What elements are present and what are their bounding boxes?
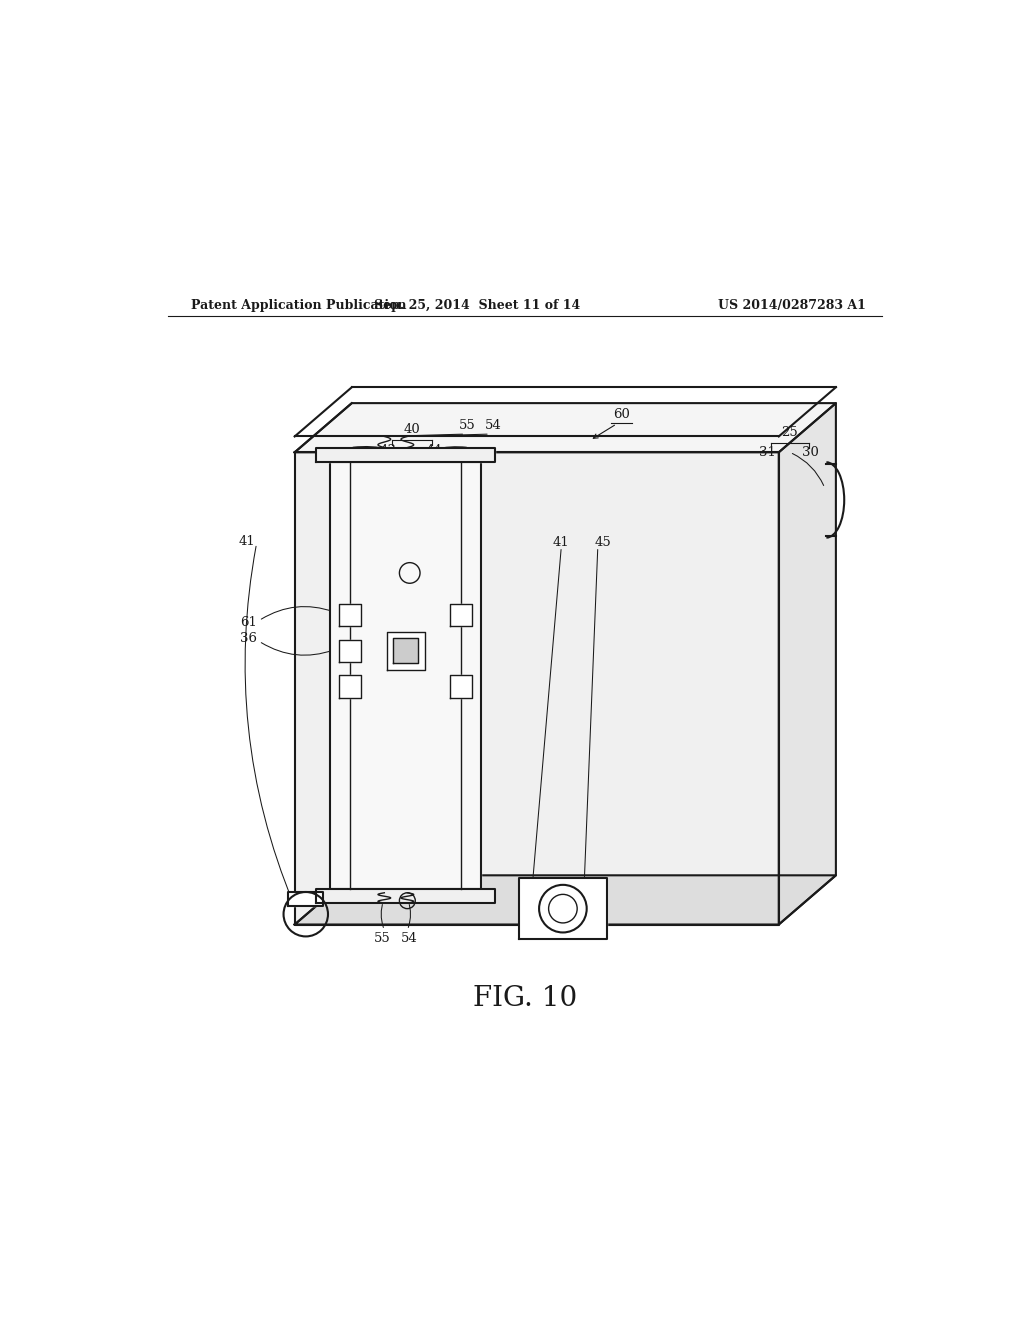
Polygon shape: [778, 403, 836, 924]
Text: 54: 54: [401, 932, 418, 945]
Text: 55: 55: [460, 420, 476, 433]
Text: 36: 36: [241, 632, 257, 645]
Text: US 2014/0287283 A1: US 2014/0287283 A1: [718, 300, 866, 312]
Text: 45: 45: [595, 536, 611, 549]
Text: 43: 43: [380, 444, 396, 457]
Text: 41: 41: [239, 535, 255, 548]
Polygon shape: [339, 676, 361, 697]
Polygon shape: [387, 632, 425, 669]
Text: 44: 44: [425, 444, 442, 457]
Text: 40: 40: [403, 424, 421, 437]
Polygon shape: [451, 676, 472, 697]
Polygon shape: [339, 640, 361, 661]
Text: FIG. 10: FIG. 10: [473, 985, 577, 1012]
Text: 42: 42: [461, 533, 477, 546]
Text: 60: 60: [613, 408, 630, 421]
Polygon shape: [295, 403, 836, 453]
Text: 30: 30: [802, 446, 819, 459]
Text: 61: 61: [241, 616, 257, 630]
Text: Patent Application Publication: Patent Application Publication: [191, 300, 407, 312]
Polygon shape: [393, 638, 419, 664]
Text: 41: 41: [553, 536, 569, 549]
Text: Sep. 25, 2014  Sheet 11 of 14: Sep. 25, 2014 Sheet 11 of 14: [374, 300, 581, 312]
Polygon shape: [295, 453, 778, 924]
Text: 25: 25: [781, 426, 799, 438]
Polygon shape: [295, 875, 836, 924]
Text: 55: 55: [374, 932, 390, 945]
Polygon shape: [451, 605, 472, 626]
Polygon shape: [316, 888, 496, 903]
Text: 31: 31: [759, 446, 776, 459]
Polygon shape: [316, 447, 496, 462]
Polygon shape: [331, 462, 481, 888]
Polygon shape: [289, 892, 324, 907]
Text: 54: 54: [484, 420, 502, 433]
Polygon shape: [519, 879, 606, 939]
Polygon shape: [339, 605, 361, 626]
